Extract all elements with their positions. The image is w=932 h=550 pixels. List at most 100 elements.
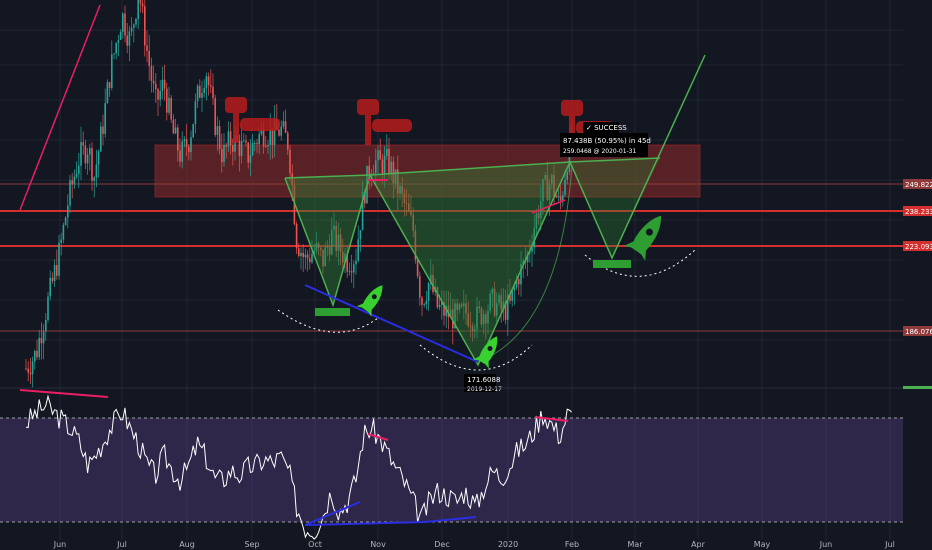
candle-body — [119, 31, 122, 40]
candle-body — [425, 300, 428, 305]
candle-body — [256, 143, 258, 145]
candle-body — [392, 161, 395, 184]
candle-body — [168, 97, 170, 113]
pattern-drawings — [19, 4, 706, 371]
candle-body — [243, 140, 245, 142]
candle-body — [100, 126, 102, 152]
candle-body — [245, 140, 247, 143]
candle-body — [232, 145, 234, 152]
candle-body — [53, 265, 56, 282]
candle-body — [64, 217, 67, 225]
candle-body — [383, 155, 386, 175]
candle-body — [300, 252, 302, 256]
candle-body — [40, 338, 43, 344]
price-label: 249.8228 — [905, 181, 932, 189]
candle-body — [161, 79, 164, 91]
price-label-bg — [903, 241, 932, 251]
price-label-bg — [903, 179, 932, 189]
candle-body — [482, 314, 485, 325]
candle-body — [91, 148, 93, 181]
cup-arc-target — [584, 249, 696, 277]
x-tick-label: Sep — [244, 540, 259, 549]
candle-body — [432, 274, 434, 293]
candle-body — [73, 176, 76, 185]
pattern-fill-right — [370, 162, 570, 365]
candle-body — [130, 27, 133, 32]
candle-body — [498, 295, 500, 304]
measure-box — [560, 133, 648, 157]
cup-arc-large — [419, 344, 533, 371]
candle-body — [265, 146, 267, 148]
candle-body — [157, 89, 159, 100]
candle-body — [322, 249, 324, 267]
candle-body — [170, 97, 172, 120]
candle-body — [135, 18, 137, 25]
candle-body — [335, 225, 337, 251]
candle-body — [155, 83, 157, 90]
candle-body — [29, 372, 32, 375]
candle-body — [436, 287, 439, 307]
candle-body — [331, 230, 333, 255]
x-tick-label: Apr — [691, 540, 706, 549]
candle-body — [280, 126, 282, 136]
candle-body — [458, 304, 461, 310]
measure-text: 87.438B (50.95%) in 45d — [563, 137, 651, 145]
candle-body — [529, 251, 531, 254]
x-tick-label: Nov — [370, 540, 386, 549]
candle-body — [465, 303, 467, 314]
candle-body — [251, 143, 254, 156]
x-tick-label: Jul — [116, 540, 127, 549]
candle-body — [476, 306, 478, 330]
candle-body — [146, 45, 148, 51]
candle-body — [216, 126, 219, 135]
candle-body — [313, 250, 315, 254]
candle-body — [234, 135, 236, 152]
candle-body — [115, 43, 117, 54]
candle-body — [271, 129, 274, 145]
pattern-w-lines — [284, 54, 706, 367]
candle-body — [511, 290, 513, 301]
candle-body — [328, 247, 331, 255]
x-tick-label: Jul — [884, 540, 895, 549]
candle-body — [520, 263, 522, 285]
low-date-label: 2019-12-17 — [467, 386, 502, 393]
pattern-fill-left — [285, 175, 370, 305]
rsi-band — [0, 418, 903, 522]
candle-body — [342, 252, 344, 263]
candle-body — [152, 80, 155, 84]
candle-body — [212, 86, 214, 99]
rocket-icons — [356, 215, 661, 369]
candle-body — [254, 143, 256, 144]
candle-body — [507, 294, 509, 320]
candle-body — [309, 258, 311, 263]
candle-body — [337, 234, 340, 251]
candle-body — [441, 301, 443, 306]
candle-body — [159, 90, 161, 100]
rsi-divergence-blue-1 — [304, 501, 361, 526]
x-tick-label: Oct — [308, 540, 322, 549]
rocket-icon — [473, 336, 498, 369]
candle-body — [364, 191, 366, 204]
candle-body — [126, 35, 128, 46]
candle-body — [122, 13, 124, 32]
x-tick-label: Feb — [565, 540, 579, 549]
candle-body — [551, 175, 553, 185]
candle-body — [95, 164, 98, 178]
candle-body — [491, 288, 494, 294]
candle-body — [49, 277, 51, 297]
candle-body — [304, 254, 307, 258]
candle-body — [298, 248, 300, 256]
candle-body — [397, 169, 399, 194]
rsi-divergence-pink-3 — [534, 416, 569, 422]
x-tick-label: Dec — [434, 540, 449, 549]
x-axis-labels: Jun Jul Aug Sep Oct Nov Dec 2020 Feb Mar Apr May Jun… — [53, 540, 895, 549]
candle-body — [273, 119, 276, 145]
candle-body — [192, 124, 194, 138]
candle-body — [163, 79, 166, 89]
rsi-divergence-blue-3 — [424, 516, 477, 523]
candle-body — [390, 161, 392, 174]
candle-body — [267, 145, 269, 147]
candle-body — [430, 274, 432, 284]
candle-body — [377, 150, 379, 161]
